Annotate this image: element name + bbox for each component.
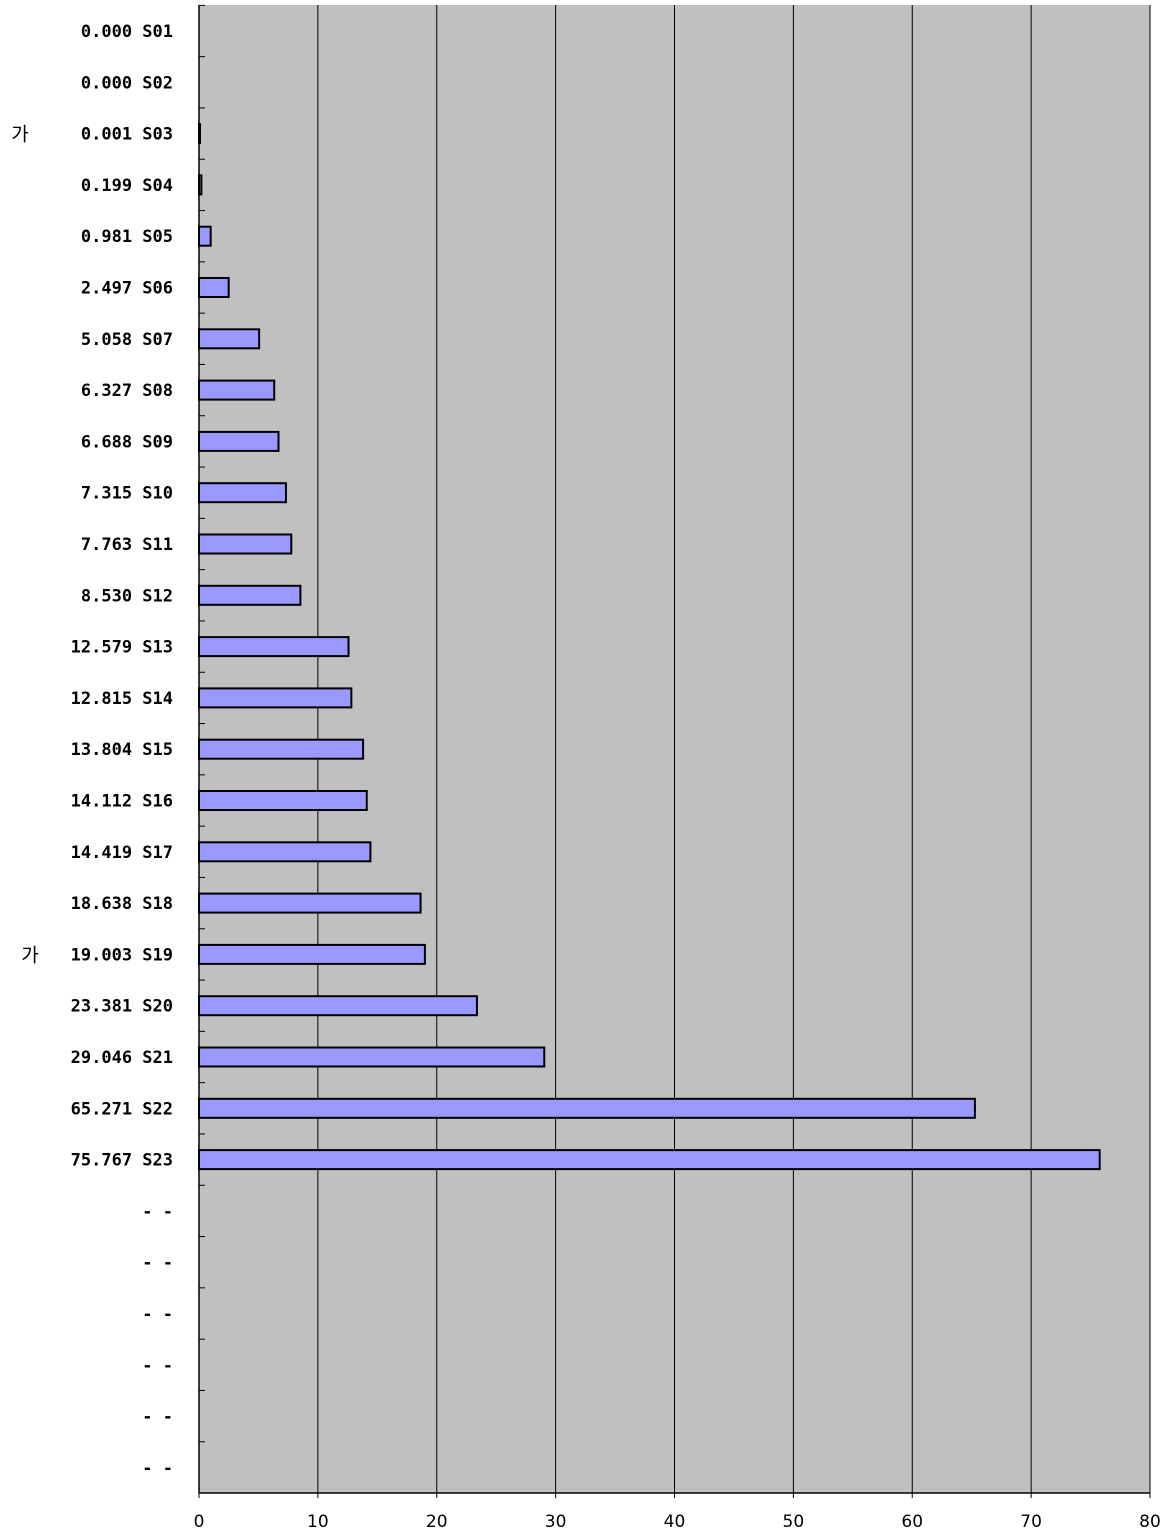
category-label: - - xyxy=(142,1458,173,1478)
category-label: 0.199 S04 xyxy=(81,176,173,196)
x-tick-label: 30 xyxy=(545,1512,567,1532)
x-tick-label: 50 xyxy=(783,1512,805,1532)
category-label: 18.638 S18 xyxy=(71,894,173,914)
x-tick-labels: 0 10 20 30 40 50 60 70 80 xyxy=(194,1512,1161,1532)
axes xyxy=(198,4,1151,1498)
side-note: 가 xyxy=(11,124,28,146)
bar xyxy=(198,379,276,401)
category-label: 0.000 S01 xyxy=(81,22,173,42)
bar xyxy=(198,328,261,350)
bar xyxy=(198,277,230,298)
category-label: 65.271 S22 xyxy=(71,1099,173,1119)
x-tick-label: 10 xyxy=(307,1512,329,1532)
category-label: 8.530 S12 xyxy=(81,586,173,606)
category-label: 14.112 S16 xyxy=(71,792,173,812)
category-label: 13.804 S15 xyxy=(71,740,173,760)
category-label: 0.001 S03 xyxy=(81,125,173,145)
x-tick-label: 20 xyxy=(426,1512,448,1532)
x-tick-label: 0 xyxy=(194,1512,205,1532)
category-label: 0.981 S05 xyxy=(81,227,173,247)
category-label: - - xyxy=(142,1253,173,1273)
category-label: 75.767 S23 xyxy=(71,1151,173,1171)
category-label: 2.497 S06 xyxy=(81,279,173,299)
category-label: 5.058 S07 xyxy=(81,330,173,350)
x-tick-label: 40 xyxy=(664,1512,686,1532)
bar xyxy=(198,1046,546,1068)
category-label: 7.315 S10 xyxy=(81,484,173,504)
bar xyxy=(198,533,293,555)
bar xyxy=(198,841,372,863)
category-labels: 0.000 S01 0.000 S02 0.001 S03 0.199 S04 0.98… xyxy=(71,22,173,1478)
bar xyxy=(198,1097,976,1119)
bar xyxy=(198,738,365,760)
x-tick-label: 60 xyxy=(901,1512,923,1532)
category-label: 29.046 S21 xyxy=(71,1048,173,1068)
category-label: 0.000 S02 xyxy=(81,73,173,93)
bar xyxy=(198,1149,1101,1171)
bar xyxy=(198,687,353,709)
bar xyxy=(198,943,426,965)
category-label: 6.688 S09 xyxy=(81,432,173,452)
category-label: 19.003 S19 xyxy=(71,945,173,965)
bar xyxy=(198,482,287,504)
bar xyxy=(198,584,302,606)
category-label: - - xyxy=(142,1407,173,1427)
category-label: 7.763 S11 xyxy=(81,535,173,555)
bar xyxy=(198,790,368,811)
side-note: 가 xyxy=(21,944,38,966)
category-label: - - xyxy=(142,1202,173,1222)
side-notes: 가가 xyxy=(11,124,38,967)
category-label: 12.579 S13 xyxy=(71,638,173,658)
bar xyxy=(198,995,478,1017)
bars xyxy=(198,123,1101,1171)
category-label: 23.381 S20 xyxy=(71,997,173,1017)
x-tick-label: 70 xyxy=(1020,1512,1042,1532)
bar xyxy=(198,636,350,658)
category-label: 14.419 S17 xyxy=(71,843,173,863)
bar xyxy=(198,892,422,914)
bar xyxy=(198,430,280,452)
category-label: 6.327 S08 xyxy=(81,381,173,401)
category-label: 12.815 S14 xyxy=(71,689,173,709)
x-tick-label: 80 xyxy=(1139,1512,1161,1532)
gridlines xyxy=(317,5,1151,1493)
bar xyxy=(198,225,212,247)
category-label: - - xyxy=(142,1356,173,1376)
category-label: - - xyxy=(142,1305,173,1325)
